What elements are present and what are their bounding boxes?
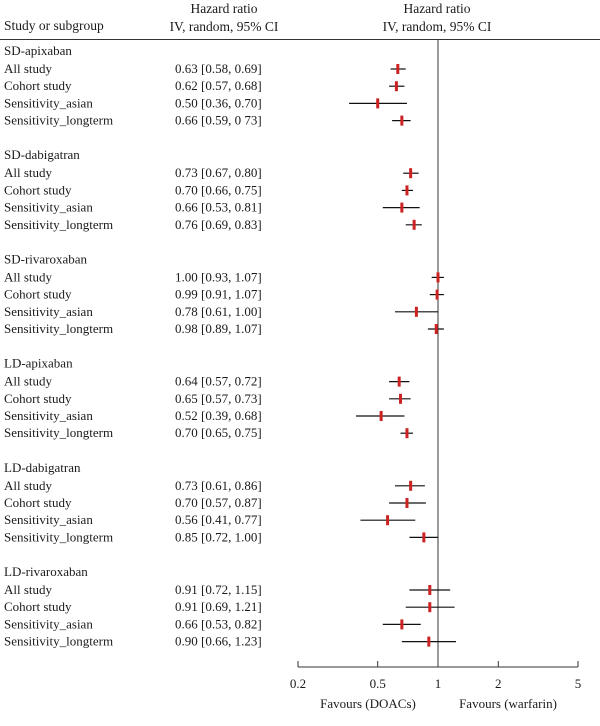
point-estimate bbox=[399, 393, 403, 404]
row-estimate-text: 0.70 [0.57, 0.87] bbox=[175, 495, 262, 510]
header-plot-line2: IV, random, 95% CI bbox=[383, 19, 492, 34]
row-estimate-text: 0.52 [0.39, 0.68] bbox=[175, 408, 262, 423]
row-estimate-text: 0.70 [0.66, 0.75] bbox=[175, 182, 262, 197]
x-tick-label: 0.5 bbox=[370, 676, 386, 691]
row-estimate-text: 0.98 [0.89, 1.07] bbox=[175, 321, 262, 336]
row-label: Sensitivity_longterm bbox=[4, 113, 113, 128]
header-plot-line1: Hazard ratio bbox=[403, 1, 470, 16]
row-label: Sensitivity_asian bbox=[4, 304, 93, 319]
row-label: Sensitivity_longterm bbox=[4, 634, 113, 649]
point-estimate bbox=[428, 585, 432, 595]
header-study: Study or subgroup bbox=[4, 18, 104, 33]
row-estimate-text: 0.50 [0.36, 0.70] bbox=[175, 95, 262, 110]
point-estimate bbox=[386, 515, 390, 526]
group-title: LD-dabigatran bbox=[4, 460, 81, 475]
row-label: All study bbox=[4, 61, 53, 76]
row-label: Sensitivity_longterm bbox=[4, 529, 113, 544]
point-estimate bbox=[400, 115, 404, 126]
point-estimate bbox=[394, 81, 398, 92]
row-label: Sensitivity_asian bbox=[4, 616, 93, 631]
row-label: Sensitivity_longterm bbox=[4, 425, 113, 440]
row-label: Cohort study bbox=[4, 391, 72, 406]
row-estimate-text: 0.62 [0.57, 0.68] bbox=[175, 78, 262, 93]
row-estimate-text: 0.63 [0.58, 0.69] bbox=[175, 61, 262, 76]
row-estimate-text: 0.73 [0.67, 0.80] bbox=[175, 165, 262, 180]
row-estimate-text: 0.78 [0.61, 1.00] bbox=[175, 304, 262, 319]
favours-left-label: Favours (DOACs) bbox=[320, 696, 416, 711]
row-estimate-text: 0.76 [0.69, 0.83] bbox=[175, 217, 262, 232]
x-tick-label: 2 bbox=[495, 676, 502, 691]
row-label: All study bbox=[4, 374, 53, 389]
row-label: Cohort study bbox=[4, 78, 72, 93]
row-estimate-text: 0.66 [0.59, 0 73] bbox=[175, 113, 262, 128]
row-label: Cohort study bbox=[4, 182, 72, 197]
point-estimate bbox=[405, 498, 409, 508]
row-label: Sensitivity_asian bbox=[4, 512, 93, 527]
x-tick-label: 0.2 bbox=[290, 676, 306, 691]
row-label: Sensitivity_asian bbox=[4, 95, 93, 110]
point-estimate bbox=[409, 480, 413, 491]
row-label: All study bbox=[4, 165, 53, 180]
row-estimate-text: 0.90 [0.66, 1.23] bbox=[175, 634, 262, 649]
header-effect-line2: IV, random, 95% CI bbox=[170, 19, 279, 34]
row-estimate-text: 0.73 [0.61, 0.86] bbox=[175, 478, 262, 493]
x-tick-label: 5 bbox=[575, 676, 582, 691]
row-label: Cohort study bbox=[4, 287, 72, 302]
point-estimate bbox=[428, 602, 432, 613]
point-estimate bbox=[379, 411, 383, 421]
row-label: Sensitivity_longterm bbox=[4, 217, 113, 232]
row-estimate-text: 0.65 [0.57, 0.73] bbox=[175, 391, 262, 406]
row-label: All study bbox=[4, 478, 53, 493]
row-label: Cohort study bbox=[4, 599, 72, 614]
point-estimate bbox=[436, 272, 440, 283]
row-estimate-text: 0.66 [0.53, 0.82] bbox=[175, 616, 262, 631]
point-estimate bbox=[400, 619, 404, 630]
x-axis: 0.2 0.5 1 2 5 bbox=[290, 661, 581, 691]
row-estimate-text: 0.70 [0.65, 0.75] bbox=[175, 425, 262, 440]
point-estimate bbox=[400, 202, 404, 213]
row-label: All study bbox=[4, 269, 53, 284]
group-title: LD-rivaroxaban bbox=[4, 564, 88, 579]
marks-layer bbox=[349, 64, 457, 647]
x-tick-label: 1 bbox=[435, 676, 442, 691]
row-estimate-text: 0.99 [0.91, 1.07] bbox=[175, 287, 262, 302]
point-estimate bbox=[412, 219, 416, 230]
row-estimate-text: 0.91 [0.69, 1.21] bbox=[175, 599, 262, 614]
header-effect-line1: Hazard ratio bbox=[190, 1, 257, 16]
point-estimate bbox=[422, 532, 426, 543]
group-title: SD-apixaban bbox=[4, 43, 72, 58]
point-estimate bbox=[409, 168, 413, 179]
point-estimate bbox=[396, 64, 400, 74]
point-estimate bbox=[434, 324, 438, 334]
point-estimate bbox=[405, 185, 409, 196]
row-label: Sensitivity_asian bbox=[4, 408, 93, 423]
row-label: Cohort study bbox=[4, 495, 72, 510]
point-estimate bbox=[414, 306, 418, 317]
favours-right-label: Favours (warfarin) bbox=[459, 696, 557, 711]
row-label: Sensitivity_asian bbox=[4, 200, 93, 215]
row-estimate-text: 0.64 [0.57, 0.72] bbox=[175, 374, 262, 389]
point-estimate bbox=[405, 428, 409, 439]
group-title: SD-dabigatran bbox=[4, 147, 80, 162]
point-estimate bbox=[427, 636, 431, 647]
point-estimate bbox=[435, 289, 439, 300]
row-estimate-text: 0.91 [0.72, 1.15] bbox=[175, 582, 262, 597]
point-estimate bbox=[376, 98, 380, 109]
group-title: LD-apixaban bbox=[4, 356, 73, 371]
row-estimate-text: 1.00 [0.93, 1.07] bbox=[175, 269, 262, 284]
group-title: SD-rivaroxaban bbox=[4, 251, 88, 266]
row-estimate-text: 0.56 [0.41, 0.77] bbox=[175, 512, 262, 527]
row-label: All study bbox=[4, 582, 53, 597]
point-estimate bbox=[397, 376, 401, 387]
rows-layer: SD-apixaban All study 0.63 [0.58, 0.69] Coh… bbox=[4, 43, 262, 649]
row-estimate-text: 0.85 [0.72, 1.00] bbox=[175, 529, 262, 544]
row-label: Sensitivity_longterm bbox=[4, 321, 113, 336]
row-estimate-text: 0.66 [0.53, 0.81] bbox=[175, 200, 262, 215]
